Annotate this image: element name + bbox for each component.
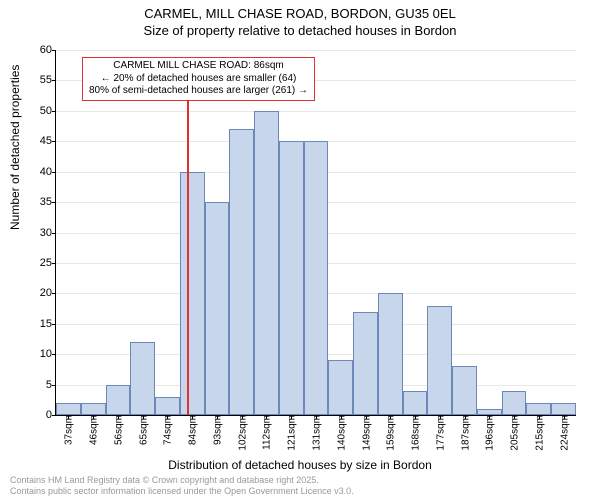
y-tick-mark [52,415,56,416]
x-tick-label: 187sqm [458,415,471,451]
x-tick-mark [539,415,540,419]
x-tick-mark [440,415,441,419]
x-tick-label: 205sqm [508,415,521,451]
histogram-bar [502,391,527,415]
histogram-bar [452,366,477,415]
x-tick-mark [143,415,144,419]
histogram-bar [403,391,428,415]
x-tick-label: 74sqm [161,415,174,445]
x-tick-label: 93sqm [210,415,223,445]
marker-line [187,79,189,415]
y-tick-mark [52,50,56,51]
y-tick-mark [52,111,56,112]
annotation-line: ← 20% of detached houses are smaller (64… [89,73,308,86]
x-tick-mark [242,415,243,419]
x-tick-label: 140sqm [334,415,347,451]
histogram-bar [155,397,180,415]
histogram-bar [279,141,304,415]
y-tick-mark [52,233,56,234]
x-tick-mark [266,415,267,419]
x-tick-label: 84sqm [186,415,199,445]
x-tick-label: 102sqm [235,415,248,451]
x-tick-mark [316,415,317,419]
gridline [56,50,576,51]
chart-container: CARMEL, MILL CHASE ROAD, BORDON, GU35 0E… [0,0,600,500]
histogram-bar [526,403,551,415]
x-tick-label: 224sqm [557,415,570,451]
histogram-bar [106,385,131,415]
y-axis-label: Number of detached properties [8,65,22,230]
x-tick-label: 159sqm [384,415,397,451]
x-tick-label: 65sqm [136,415,149,445]
histogram-bar [427,306,452,416]
y-tick-mark [52,172,56,173]
annotation-line: CARMEL MILL CHASE ROAD: 86sqm [89,60,308,73]
y-tick-mark [52,354,56,355]
x-tick-label: 46sqm [87,415,100,445]
x-axis-label: Distribution of detached houses by size … [0,458,600,472]
annotation-box: CARMEL MILL CHASE ROAD: 86sqm← 20% of de… [82,57,315,101]
x-tick-label: 131sqm [310,415,323,451]
x-tick-label: 149sqm [359,415,372,451]
annotation-line: 80% of semi-detached houses are larger (… [89,85,308,98]
gridline [56,111,576,112]
x-tick-mark [341,415,342,419]
x-tick-mark [118,415,119,419]
x-tick-mark [68,415,69,419]
footer-attribution: Contains HM Land Registry data © Crown c… [10,475,354,497]
histogram-bar [304,141,329,415]
histogram-bar [56,403,81,415]
x-tick-mark [93,415,94,419]
x-tick-label: 177sqm [433,415,446,451]
histogram-bar [229,129,254,415]
histogram-bar [378,293,403,415]
x-tick-label: 112sqm [260,415,273,450]
x-tick-mark [366,415,367,419]
footer-line-1: Contains HM Land Registry data © Crown c… [10,475,354,486]
y-tick-mark [52,80,56,81]
y-tick-mark [52,324,56,325]
x-tick-label: 215sqm [532,415,545,451]
histogram-bar [353,312,378,415]
histogram-bar [551,403,576,415]
y-tick-mark [52,202,56,203]
x-tick-label: 121sqm [285,415,298,451]
x-tick-label: 196sqm [483,415,496,451]
footer-line-2: Contains public sector information licen… [10,486,354,497]
histogram-bar [81,403,106,415]
x-tick-mark [415,415,416,419]
x-tick-mark [390,415,391,419]
chart-plot-area: 05101520253035404550556037sqm46sqm56sqm6… [55,50,576,416]
x-tick-mark [465,415,466,419]
y-tick-mark [52,263,56,264]
x-tick-mark [217,415,218,419]
x-tick-mark [564,415,565,419]
x-tick-label: 168sqm [409,415,422,451]
y-tick-mark [52,141,56,142]
x-tick-mark [167,415,168,419]
x-tick-mark [291,415,292,419]
x-tick-mark [489,415,490,419]
x-tick-label: 56sqm [111,415,124,445]
histogram-bar [180,172,205,415]
x-tick-mark [192,415,193,419]
chart-subtitle: Size of property relative to detached ho… [0,23,600,42]
histogram-bar [205,202,230,415]
y-tick-mark [52,293,56,294]
histogram-bar [328,360,353,415]
y-tick-mark [52,385,56,386]
chart-title: CARMEL, MILL CHASE ROAD, BORDON, GU35 0E… [0,0,600,23]
histogram-bar [254,111,279,415]
histogram-bar [130,342,155,415]
x-tick-mark [514,415,515,419]
x-tick-label: 37sqm [62,415,75,445]
